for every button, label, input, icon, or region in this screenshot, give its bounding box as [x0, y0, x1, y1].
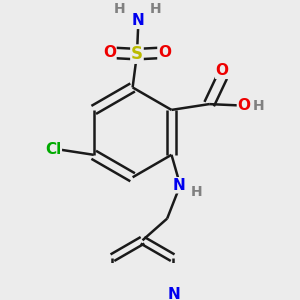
- Text: N: N: [132, 13, 145, 28]
- Text: H: H: [253, 99, 264, 112]
- Text: O: O: [103, 45, 116, 60]
- Text: H: H: [191, 185, 203, 200]
- Text: N: N: [168, 287, 181, 300]
- Text: O: O: [216, 63, 229, 78]
- Text: O: O: [237, 98, 250, 113]
- Text: H: H: [149, 2, 161, 16]
- Text: O: O: [158, 45, 171, 60]
- Text: H: H: [114, 2, 125, 16]
- Text: Cl: Cl: [45, 142, 61, 157]
- Text: N: N: [172, 178, 185, 193]
- Text: S: S: [131, 45, 143, 63]
